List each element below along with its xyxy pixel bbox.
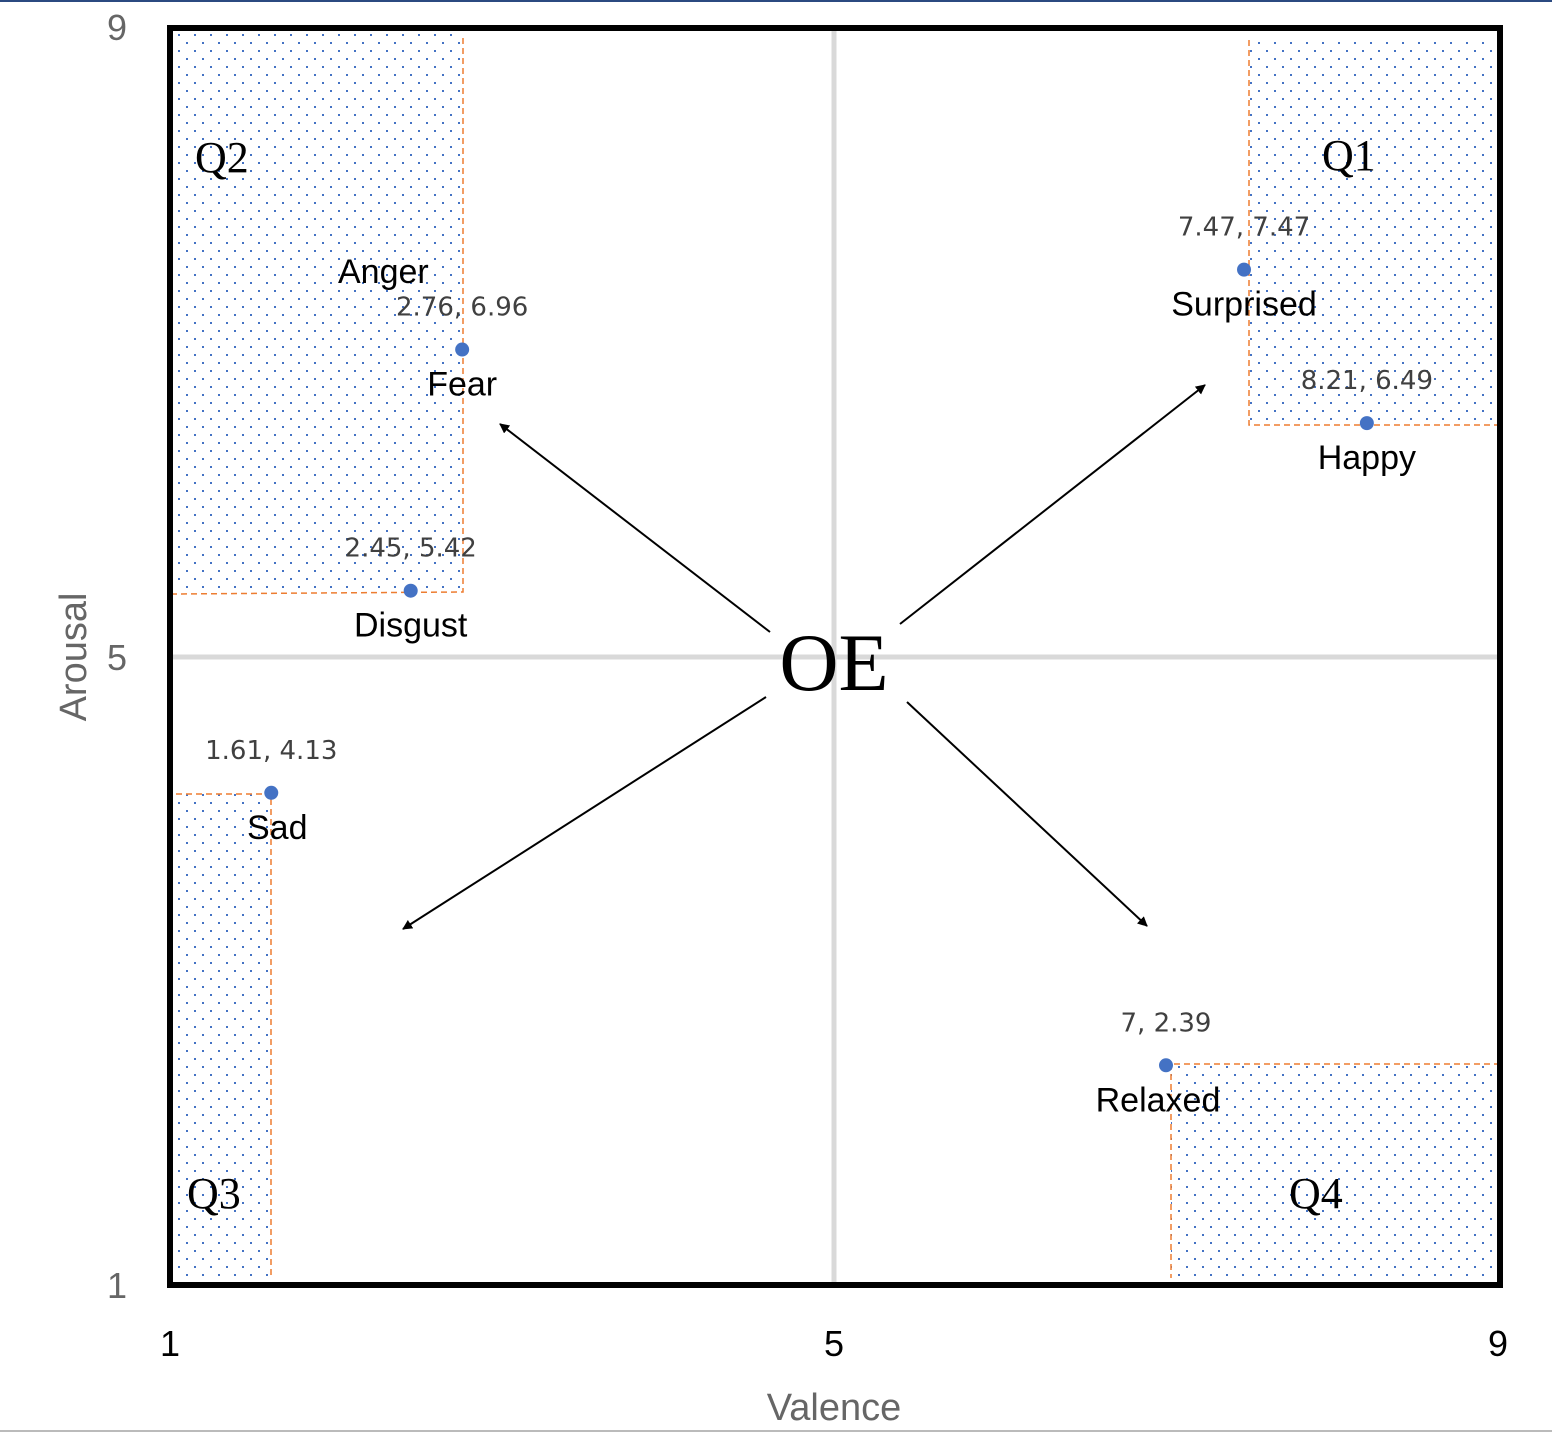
value-label-happy: 8.21, 6.49 [1301,366,1433,396]
quadrant-label-q1: Q1 [1322,131,1376,180]
center-label: OE [779,617,888,708]
value-label-fear: 2.76, 6.96 [396,293,528,323]
arrows [402,384,1206,930]
point-fear [455,342,470,357]
point-surprised [1237,262,1252,277]
arrow-q2 [499,423,771,633]
value-label-sad: 1.61, 4.13 [205,736,337,766]
q2-region [176,33,463,592]
emotion-label-surprised: Surprised [1171,286,1317,324]
data-points: 2.76, 6.96 Fear 2.45, 5.42 Disgust 1.61, 4.1… [205,213,1433,1120]
x-tick-9: 9 [1488,1323,1508,1364]
x-tick-5: 5 [824,1323,844,1364]
x-axis-label: Valence [767,1387,902,1429]
window-bottom-border [0,1430,1552,1432]
point-disgust [403,583,418,598]
emotion-label-relaxed: Relaxed [1096,1081,1221,1119]
emotion-label-fear: Fear [427,366,497,404]
point-relaxed [1159,1058,1173,1073]
emotion-label-disgust: Disgust [354,607,468,645]
quadrant-label-q3: Q3 [187,1169,241,1218]
point-happy [1359,416,1374,431]
window-top-border [0,0,1552,2]
arrow-q1 [899,384,1206,625]
value-label-surprised: 7.47, 7.47 [1178,213,1310,243]
quadrant-label-q4: Q4 [1289,1169,1343,1218]
q3-region [176,794,271,1278]
emotion-label-happy: Happy [1318,439,1416,477]
emotion-label-sad: Sad [247,809,308,847]
y-tick-5: 5 [107,637,127,678]
arrow-q3 [402,696,767,930]
quadrant-label-q2: Q2 [195,133,249,182]
y-tick-1: 1 [107,1265,127,1306]
q4-region [1171,1064,1495,1278]
point-sad [264,785,279,800]
y-axis-label: Arousal [53,593,95,722]
arrow-q4 [906,701,1148,927]
y-tick-9: 9 [107,7,127,48]
q1-region [1249,38,1495,425]
plot-frame [167,25,1503,1288]
value-label-disgust: 2.45, 5.42 [345,534,477,564]
value-label-relaxed: 7, 2.39 [1121,1008,1212,1038]
anger-label: Anger [338,253,429,291]
x-tick-1: 1 [160,1323,180,1364]
